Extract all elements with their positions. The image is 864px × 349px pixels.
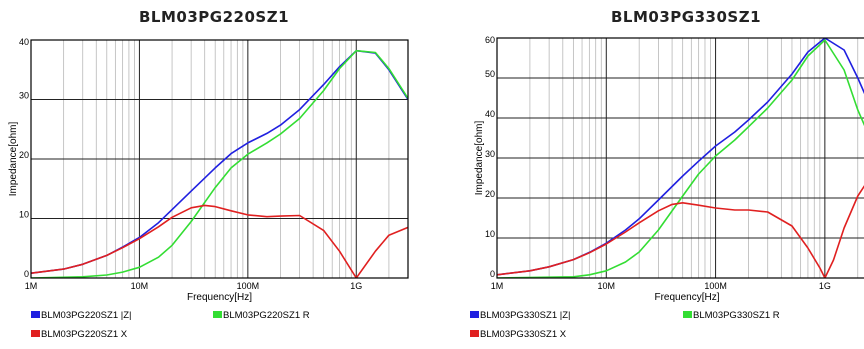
x-tick-label: 1G (350, 281, 362, 291)
legend-entry: BLM03PG330SZ1 |Z| (470, 310, 570, 321)
series-line-2 (31, 49, 408, 278)
legend-label: BLM03PG330SZ1 R (693, 310, 780, 321)
x-axis-label: Frequency[Hz] (187, 292, 252, 303)
legend-entry: BLM03PG330SZ1 R (683, 310, 780, 321)
y-axis-label: Impedance[ohm] (8, 122, 19, 197)
chart-title: BLM03PG330SZ1 (611, 8, 761, 26)
x-tick-label: 10M (598, 281, 616, 291)
y-tick-label: 20 (485, 189, 495, 199)
x-tick-label: 100M (704, 281, 727, 291)
y-tick-label: 40 (485, 109, 495, 119)
y-tick-label: 0 (490, 269, 495, 279)
legend-label: BLM03PG220SZ1 |Z| (41, 310, 131, 321)
legend-label: BLM03PG330SZ1 |Z| (480, 310, 570, 321)
y-tick-label: 0 (24, 269, 29, 279)
x-tick-label: 100M (237, 281, 260, 291)
y-tick-label: 40 (19, 37, 29, 47)
chart-1: BLM03PG220SZ1 0 10 20 30 40 1M 10M 100M 1G Frequen… (8, 8, 409, 340)
plot-frame (30, 39, 409, 279)
chart-2: BLM03PG330SZ1 0 10 20 30 40 50 60 1M 10M 100M 1G Fre… (470, 8, 864, 340)
y-tick-label: 60 (485, 35, 495, 45)
series-line-3 (497, 185, 864, 278)
legend-entry: BLM03PG220SZ1 R (213, 310, 310, 321)
legend-swatch (470, 311, 479, 318)
series-line-3 (31, 204, 408, 278)
legend-swatch (31, 330, 40, 337)
y-tick-label: 10 (19, 210, 29, 220)
chart-title: BLM03PG220SZ1 (139, 8, 289, 26)
plot-frame (496, 37, 864, 279)
x-axis-label: Frequency[Hz] (654, 292, 719, 303)
y-tick-label: 50 (485, 69, 495, 79)
series-line-2 (497, 39, 864, 278)
legend-entry: BLM03PG220SZ1 X (31, 329, 128, 340)
y-axis-label: Impedance[ohm] (474, 121, 485, 196)
legend-entry: BLM03PG220SZ1 |Z| (31, 310, 131, 321)
y-tick-label: 30 (19, 91, 29, 101)
y-tick-label: 10 (485, 229, 495, 239)
x-tick-label: 1G (819, 281, 831, 291)
legend-entry: BLM03PG330SZ1 X (470, 329, 567, 340)
legend-swatch (213, 311, 222, 318)
legend-swatch (683, 311, 692, 318)
legend-label: BLM03PG220SZ1 X (41, 329, 128, 340)
x-tick-label: 1M (491, 281, 504, 291)
legend-swatch (31, 311, 40, 318)
x-tick-label: 1M (25, 281, 38, 291)
legend-label: BLM03PG330SZ1 X (480, 329, 567, 340)
series-group (31, 49, 408, 278)
series-group (497, 38, 864, 278)
legend-swatch (470, 330, 479, 337)
legend-label: BLM03PG220SZ1 R (223, 310, 310, 321)
x-tick-label: 10M (131, 281, 149, 291)
y-tick-label: 20 (19, 150, 29, 160)
y-tick-label: 30 (485, 149, 495, 159)
